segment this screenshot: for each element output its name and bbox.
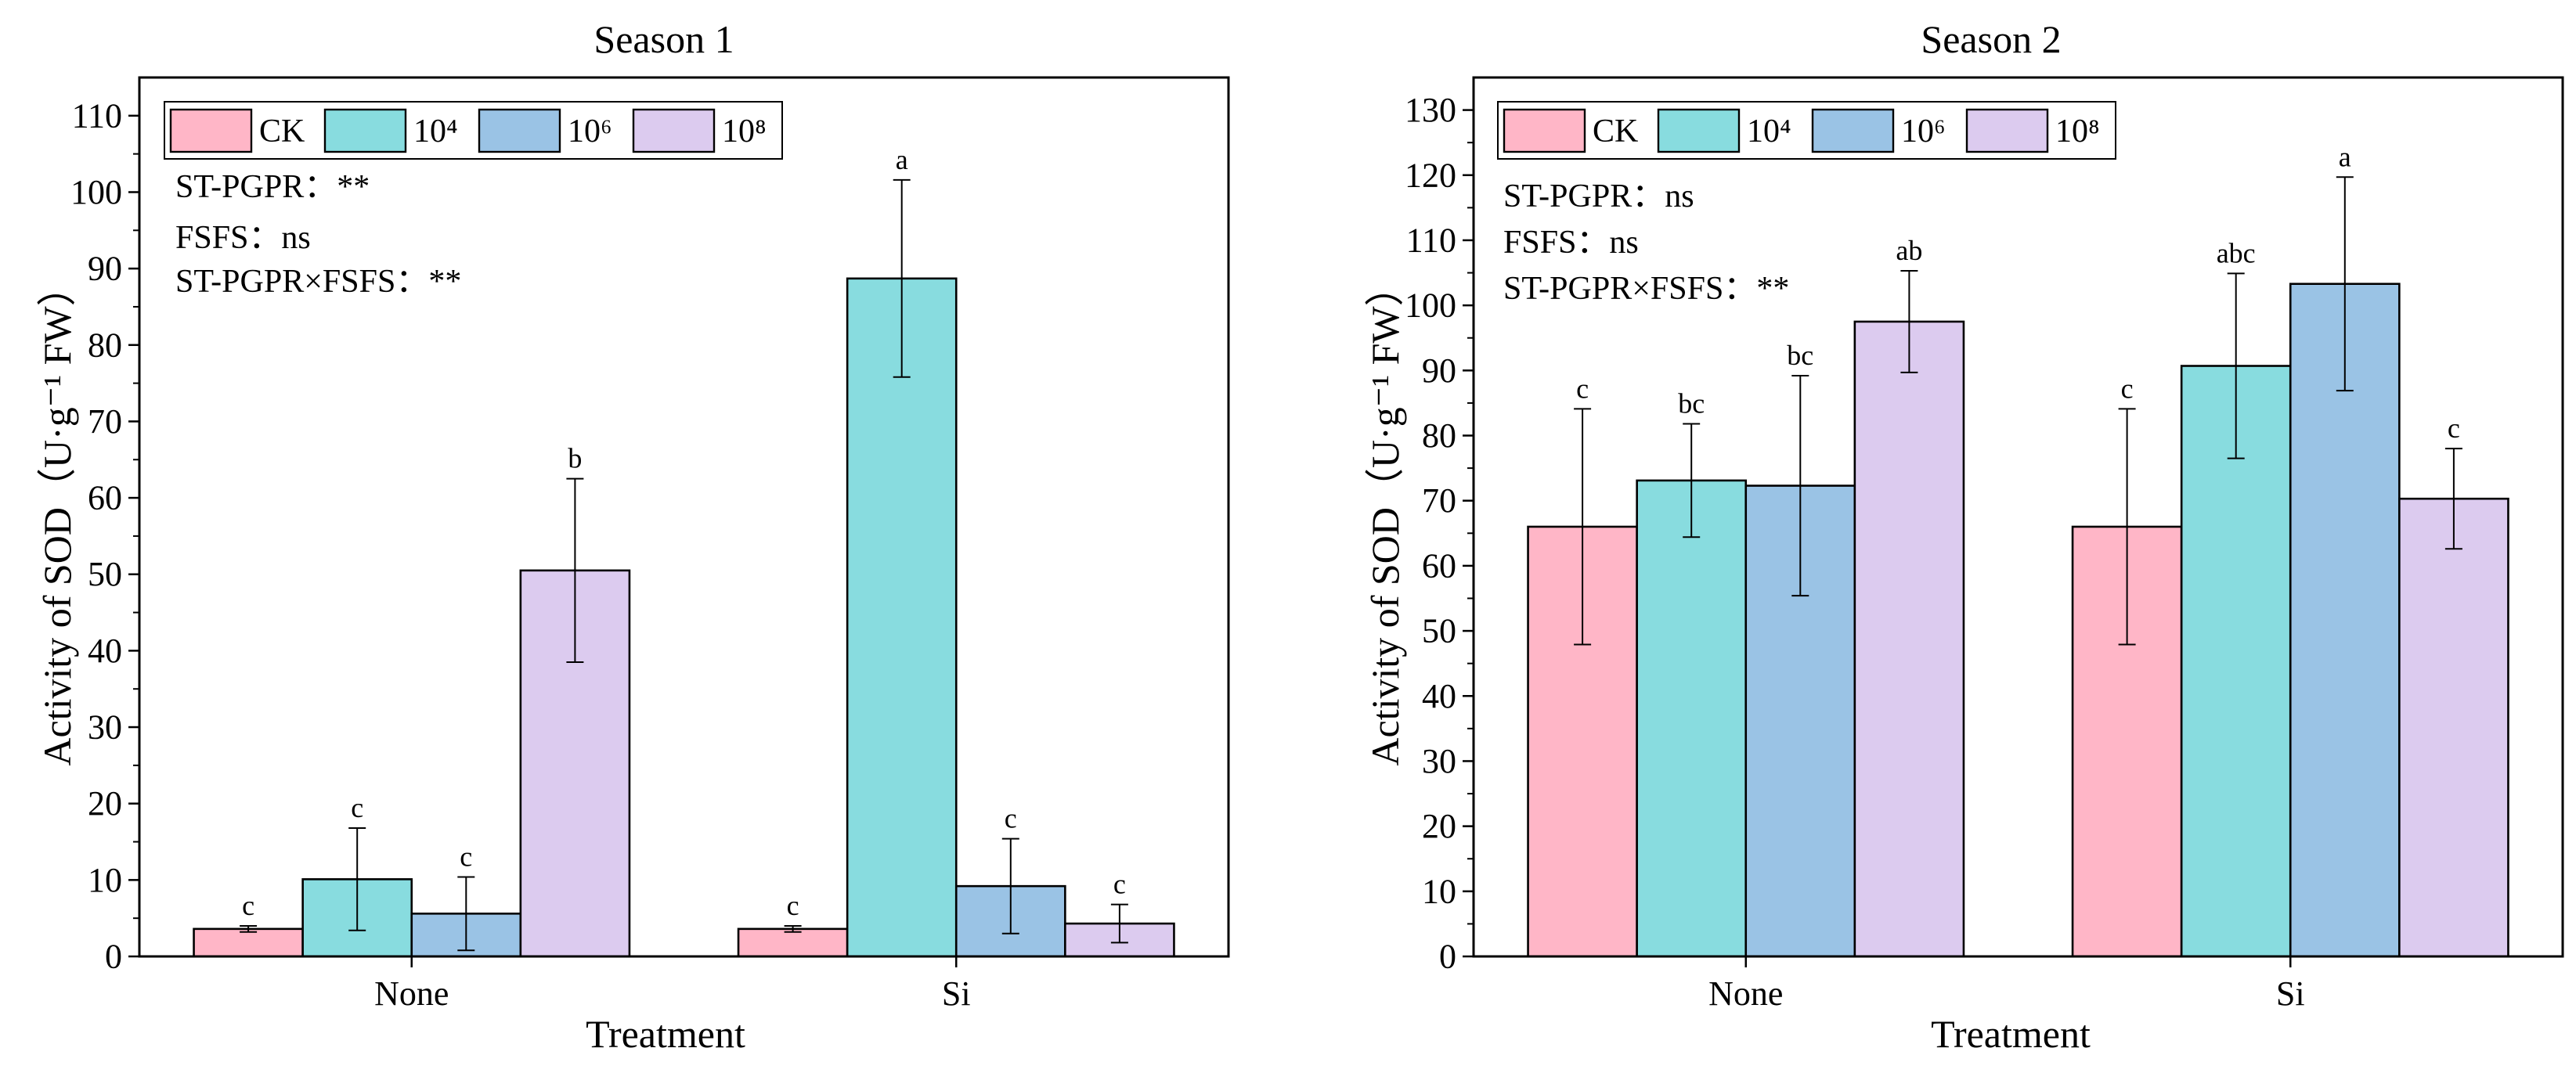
x-axis-title: Treatment (1931, 1012, 2091, 1056)
bar-none-series-2 (1636, 479, 1748, 958)
y-tick-label: 40 (1422, 677, 1456, 715)
bar-si-series-3 (2289, 283, 2401, 958)
y-tick-label: 110 (72, 96, 122, 135)
bar-si-series-1 (737, 927, 849, 958)
bar-none-series-4 (1853, 320, 1965, 958)
y-tick-label: 80 (88, 326, 122, 364)
chart-title: Season 2 (1921, 17, 2061, 61)
y-tick-label: 80 (1422, 416, 1456, 455)
y-tick-label: 60 (1422, 546, 1456, 585)
bar-si-series-2 (846, 277, 958, 958)
legend: CK 10⁴ 10⁶ 10⁸ (164, 101, 783, 160)
y-tick-label: 70 (88, 402, 122, 441)
panel-season-1: c c c a c c b c 0 10 20 30 40 50 60 70 80 90 100 110 None Si S… (35, 17, 1230, 1056)
legend: CK 10⁴ 10⁶ 10⁸ (1497, 101, 2116, 160)
legend-swatch-series-1 (1503, 108, 1586, 153)
legend-label-series-3: 10⁶ (568, 113, 612, 149)
significance-letter-none-series-2: c (351, 792, 363, 823)
y-tick-label: 10 (88, 861, 122, 899)
y-tick-label: 60 (88, 479, 122, 517)
legend-label-series-1: CK (1593, 113, 1638, 149)
significance-letter-none-series-3: c (460, 841, 472, 872)
significance-letter-si-series-1: c (2121, 373, 2134, 404)
significance-letter-none-series-2: bc (1678, 388, 1705, 420)
stat-annotation: FSFS：ns (175, 220, 311, 256)
y-tick-label: 110 (1406, 221, 1456, 259)
chart-title: Season 1 (593, 17, 734, 61)
significance-letter-si-series-4: c (1113, 869, 1126, 900)
y-tick-label: 50 (88, 555, 122, 593)
y-tick-label: 100 (70, 173, 122, 211)
y-axis-title: Activity of SOD（U·g⁻¹ FW） (35, 267, 79, 765)
stat-annotation: ST-PGPR×FSFS：** (1503, 271, 1789, 307)
y-tick-label: 50 (1422, 612, 1456, 650)
y-tick-label: 30 (88, 708, 122, 747)
significance-letter-none-series-4: ab (1896, 235, 1922, 266)
legend-label-series-2: 10⁴ (1747, 113, 1791, 149)
legend-swatch-series-1 (169, 108, 253, 153)
legend-label-series-2: 10⁴ (413, 113, 458, 149)
legend-swatch-series-2 (1657, 108, 1741, 153)
y-tick-label: 40 (88, 632, 122, 670)
plot-frame (1472, 76, 2564, 958)
significance-letter-none-series-1: c (1576, 373, 1589, 404)
stat-annotation: ST-PGPR：ns (1503, 178, 1694, 214)
significance-letter-none-series-4: b (568, 443, 582, 474)
y-tick-label: 120 (1405, 156, 1456, 194)
y-tick-label: 90 (88, 250, 122, 288)
bar-si-series-4 (2398, 497, 2509, 958)
y-tick-label: 70 (1422, 481, 1456, 520)
y-tick-label: 10 (1422, 872, 1456, 910)
significance-letter-none-series-3: bc (1787, 340, 1813, 371)
legend-label-series-4: 10⁸ (722, 113, 767, 149)
legend-swatch-series-3 (478, 108, 561, 153)
legend-label-series-4: 10⁸ (2055, 113, 2100, 149)
significance-letter-si-series-4: c (2448, 412, 2460, 444)
y-tick-label: 30 (1422, 742, 1456, 780)
y-axis-title: Activity of SOD（U·g⁻¹ FW） (1363, 267, 1407, 765)
plot-frame (138, 76, 1230, 958)
legend-swatch-series-3 (1811, 108, 1895, 153)
stat-annotation: ST-PGPR×FSFS：** (175, 264, 461, 300)
y-tick-label: 100 (1405, 286, 1456, 325)
panel-season-2: c cbcabcbcaabc010203040506070809010011012… (1363, 17, 2564, 1056)
y-tick-label: 0 (1439, 938, 1456, 976)
legend-label-series-3: 10⁶ (1901, 113, 1946, 149)
legend-swatch-series-4 (632, 108, 716, 153)
legend-label-series-1: CK (259, 113, 305, 149)
significance-letter-si-series-2: abc (2217, 237, 2256, 268)
significance-letter-none-series-1: c (242, 890, 254, 921)
significance-letter-si-series-2: a (896, 144, 908, 175)
y-tick-label: 20 (88, 784, 122, 823)
legend-swatch-series-4 (1965, 108, 2049, 153)
y-tick-label: 90 (1422, 351, 1456, 390)
x-axis-title: Treatment (586, 1012, 745, 1056)
significance-letter-si-series-3: c (1005, 803, 1017, 834)
x-category-label-none: None (1708, 974, 1783, 1013)
y-tick-label: 0 (105, 938, 122, 976)
y-tick-label: 20 (1422, 807, 1456, 845)
stat-annotation: FSFS：ns (1503, 225, 1639, 261)
legend-swatch-series-2 (323, 108, 407, 153)
x-category-label-none: None (374, 974, 449, 1013)
x-category-label-si: Si (2276, 974, 2305, 1013)
x-category-label-si: Si (942, 974, 971, 1013)
stat-annotation: ST-PGPR：** (175, 169, 370, 205)
significance-letter-si-series-1: c (787, 890, 799, 921)
significance-letter-si-series-3: a (2339, 141, 2351, 172)
y-tick-label: 130 (1405, 91, 1456, 129)
bar-none-series-1 (193, 927, 304, 958)
